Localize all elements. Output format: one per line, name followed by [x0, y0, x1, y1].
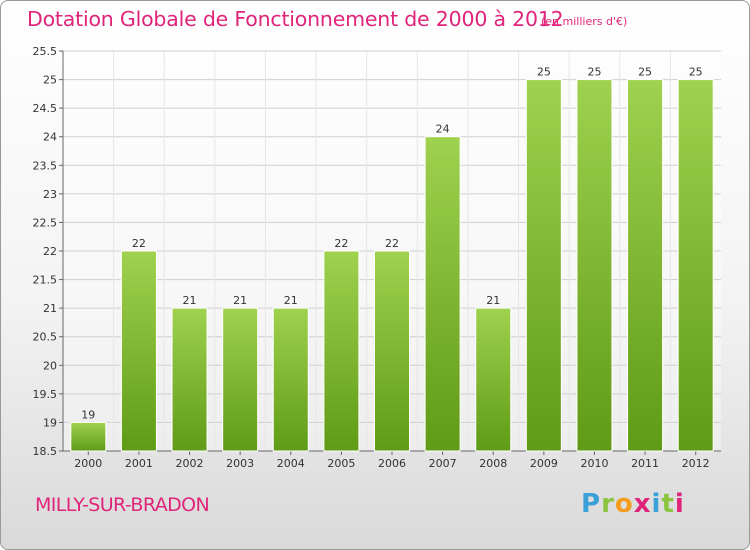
city-name: MILLY-SUR-BRADON	[35, 494, 210, 516]
x-tick-label-2005: 2005	[327, 457, 355, 470]
bars	[70, 79, 714, 452]
data-label-2001: 22	[132, 237, 146, 250]
y-tick-label: 21.5	[33, 274, 58, 287]
x-tick-label-2008: 2008	[479, 457, 507, 470]
x-tick-label-2000: 2000	[74, 457, 102, 470]
bar-2008	[475, 307, 512, 452]
bar-2004	[272, 307, 309, 452]
bar-2006	[374, 250, 410, 452]
x-tick-label-2006: 2006	[378, 457, 406, 470]
data-label-2007: 24	[436, 123, 450, 136]
chart-title: Dotation Globale de Fonctionnement de 20…	[27, 7, 564, 31]
bar-2000	[70, 421, 107, 452]
x-tick-label-2002: 2002	[176, 457, 204, 470]
x-tick-label-2007: 2007	[429, 457, 457, 470]
y-tick-label: 24	[43, 131, 57, 144]
data-label-2011: 25	[638, 66, 652, 79]
x-tick-label-2011: 2011	[631, 457, 659, 470]
data-label-2002: 21	[183, 294, 197, 307]
proxiti-logo: Proxiti	[581, 489, 685, 519]
axes: 18.5 19 19.5 20 20.5 21 21.5 22 22.5 23 23.5 24 24.5…	[33, 45, 721, 458]
labels: 19 2000 22 2001 21 2002 21 2003 21 2004 22 2005 22 20…	[74, 66, 709, 470]
y-tick-label: 19.5	[33, 388, 58, 401]
y-tick-label: 25	[43, 74, 57, 87]
bar-2002	[171, 307, 208, 452]
chart-unit-note: (en milliers d'€)	[541, 15, 628, 28]
bar-2011	[627, 79, 664, 452]
x-tick-label-2010: 2010	[580, 457, 608, 470]
x-tick-label-2012: 2012	[682, 457, 710, 470]
data-label-2009: 25	[537, 66, 551, 79]
data-label-2006: 22	[385, 237, 399, 250]
y-tick-label: 18.5	[33, 445, 58, 458]
bar-2005	[323, 250, 360, 452]
bar-2007	[424, 136, 461, 452]
data-label-2004: 21	[284, 294, 298, 307]
y-tick-label: 23.5	[33, 159, 58, 172]
data-label-2000: 19	[81, 408, 95, 421]
y-tick-label: 22	[43, 245, 57, 258]
y-tick-label: 19	[43, 416, 57, 429]
y-tick-label: 23	[43, 188, 57, 201]
data-label-2012: 25	[689, 66, 703, 79]
bar-2009	[525, 79, 562, 452]
y-tick-label: 25.5	[33, 45, 58, 58]
bar-2012	[677, 79, 714, 452]
x-tick-label-2003: 2003	[226, 457, 254, 470]
y-tick-label: 21	[43, 302, 57, 315]
data-label-2008: 21	[486, 294, 500, 307]
data-label-2005: 22	[334, 237, 348, 250]
x-tick-label-2009: 2009	[530, 457, 558, 470]
y-tick-label: 20	[43, 359, 57, 372]
y-tick-label: 22.5	[33, 216, 58, 229]
bar-2001	[120, 250, 157, 452]
x-tick-label-2001: 2001	[125, 457, 153, 470]
data-label-2003: 21	[233, 294, 247, 307]
x-tick-label-2004: 2004	[277, 457, 305, 470]
bar-2010	[576, 79, 613, 452]
bar-2003	[222, 307, 259, 452]
y-tick-label: 24.5	[33, 102, 58, 115]
data-label-2010: 25	[587, 66, 601, 79]
y-tick-label: 20.5	[33, 331, 58, 344]
